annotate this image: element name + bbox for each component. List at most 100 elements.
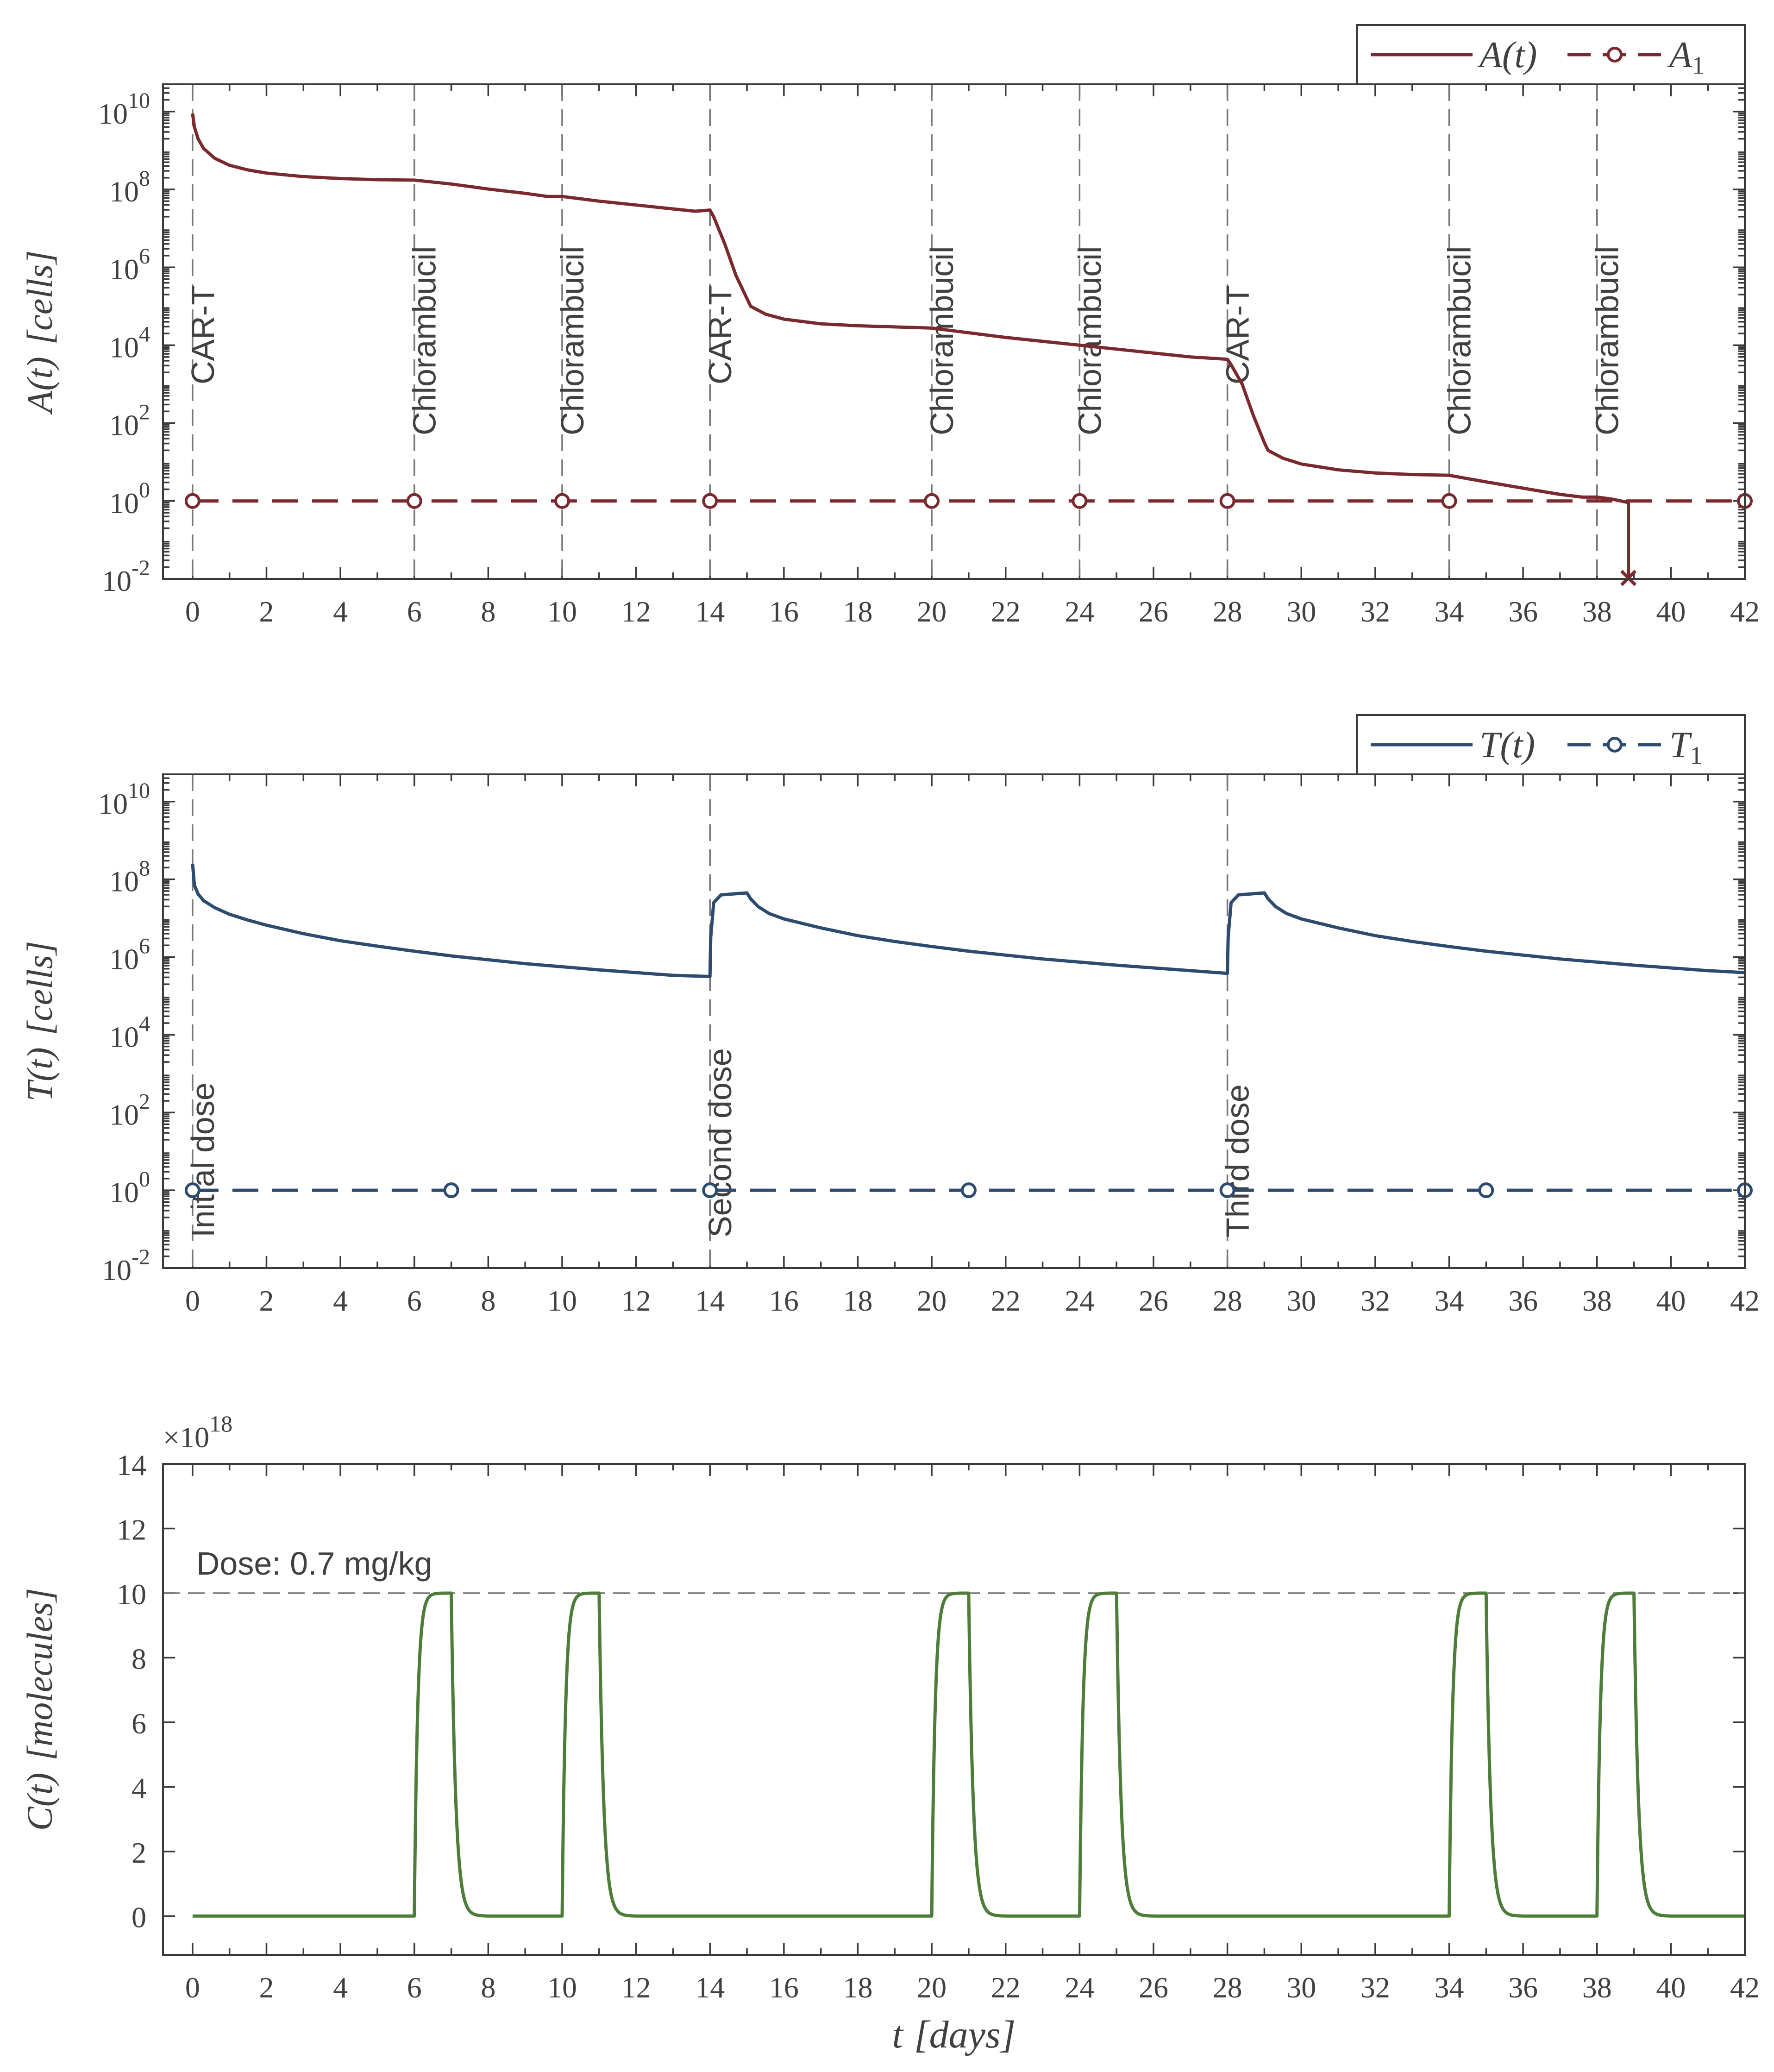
y-tick-exponent: 2 [139,400,150,425]
axes-frame [162,83,1746,580]
x-tick-label: 32 [1360,1284,1390,1317]
x-tick-label: 40 [1656,595,1686,628]
x-tick-label: 32 [1360,1971,1390,2004]
y-tick-exponent: 0 [139,478,150,502]
y-axis-label-unit: [molecules] [19,1588,60,1761]
y-tick-label: 102 [109,400,150,442]
y-tick-label: 100 [109,1167,150,1209]
threshold-marker [554,493,570,509]
y-tick-label: 104 [109,1011,150,1053]
threshold-marker [1219,493,1235,509]
y-axis-label: T(t) [cells] [19,941,60,1102]
threshold-marker [443,1182,459,1199]
series-line [191,113,1630,579]
y-tick-exponent: -2 [132,1245,150,1269]
legend-label-main: T [1669,725,1693,766]
threshold-marker [1478,1182,1494,1199]
x-tick-label: 20 [917,1284,947,1317]
threshold-marker [184,493,201,509]
x-tick-label: 6 [407,595,422,628]
y-tick-base: 10 [98,787,128,820]
x-tick-label: 24 [1065,1971,1094,2004]
x-tick-label: 38 [1582,1971,1612,2004]
y-multiplier: ×1018 [163,1411,232,1454]
legend-marker [1607,737,1623,753]
x-tick-label: 34 [1434,1971,1464,2004]
legend-label: A(t) [1477,35,1537,75]
y-tick-base: 10 [109,943,139,976]
legend-marker [1607,47,1623,63]
event-label: Third dose [1220,1084,1256,1237]
y-tick-label: 108 [109,856,150,898]
x-tick-label: 0 [185,1284,200,1317]
x-tick-label: 40 [1656,1284,1686,1317]
threshold-marker [960,1182,977,1199]
x-tick-label: 20 [917,595,947,628]
x-tick-label: 22 [991,595,1021,628]
y-tick-label: 100 [109,478,150,520]
y-tick-exponent: 10 [128,88,150,113]
y-tick-base: 10 [109,1020,139,1053]
threshold-marker [1441,493,1457,509]
dose-label: Dose: 0.7 mg/kg [196,1545,433,1582]
y-tick-base: 10 [109,1176,139,1209]
x-tick-label: 42 [1730,595,1760,628]
x-tick-label: 18 [843,1971,872,2004]
x-tick-label: 36 [1508,1284,1538,1317]
y-tick-label: 1010 [98,779,150,820]
x-tick-label: 42 [1730,1971,1760,2004]
x-tick-label: 16 [769,1284,799,1317]
x-tick-label: 24 [1065,595,1094,628]
x-tick-label: 14 [695,1971,725,2004]
legend-label-main: A [1667,35,1693,75]
y-tick-exponent: 6 [139,934,150,959]
event-label: Chlorambucil [1441,246,1477,435]
y-tick-base: 10 [109,175,139,208]
x-tick-label: 42 [1730,1284,1760,1317]
x-tick-label: 0 [185,1971,200,2004]
y-tick-exponent: 6 [139,244,150,269]
threshold-marker [406,493,422,509]
x-tick-label: 26 [1139,1971,1168,2004]
series-line [191,1591,1746,1918]
x-tick-label: 8 [481,1284,495,1317]
y-tick-exponent: 0 [139,1167,150,1192]
y-axis-label-main: T(t) [19,1047,60,1101]
threshold-marker [184,1182,201,1199]
x-tick-label: 40 [1656,1971,1686,2004]
x-tick-label: 12 [621,1284,651,1317]
event-label: CAR-T [185,285,221,384]
x-tick-label: 12 [621,595,651,628]
x-tick-label: 8 [481,1971,495,2004]
x-tick-label: 4 [333,595,348,628]
x-tick-label: 36 [1508,1971,1538,2004]
y-tick-base: 10 [109,865,139,898]
x-tick-label: 14 [695,1284,725,1317]
y-tick-exponent: 8 [139,166,150,191]
x-tick-label: 30 [1286,595,1316,628]
x-tick-label: 20 [917,1971,947,2004]
x-tick-label: 26 [1139,595,1168,628]
x-tick-label: 22 [991,1284,1021,1317]
y-axis-label-main: A(t) [19,357,60,415]
y-tick-base: 10 [102,1254,132,1287]
y-tick-label: 4 [132,1771,146,1804]
legend-label: T1 [1669,725,1703,769]
y-tick-exponent: 4 [139,322,150,346]
x-tick-label: 30 [1286,1284,1316,1317]
y-tick-base: 10 [98,97,128,130]
y-tick-exponent: -2 [132,556,150,580]
y-tick-label: 12 [117,1513,146,1546]
x-tick-label: 16 [769,1971,799,2004]
y-axis-label: A(t) [cells] [19,251,60,415]
y-tick-label: 6 [132,1707,146,1740]
x-tick-label: 30 [1286,1971,1316,2004]
threshold-marker [1219,1182,1235,1199]
x-tick-label: 26 [1139,1284,1168,1317]
y-tick-exponent: 4 [139,1011,150,1036]
x-tick-label: 2 [259,595,274,628]
y-tick-exponent: 8 [139,856,150,881]
y-multiplier-exponent: 18 [209,1411,232,1437]
